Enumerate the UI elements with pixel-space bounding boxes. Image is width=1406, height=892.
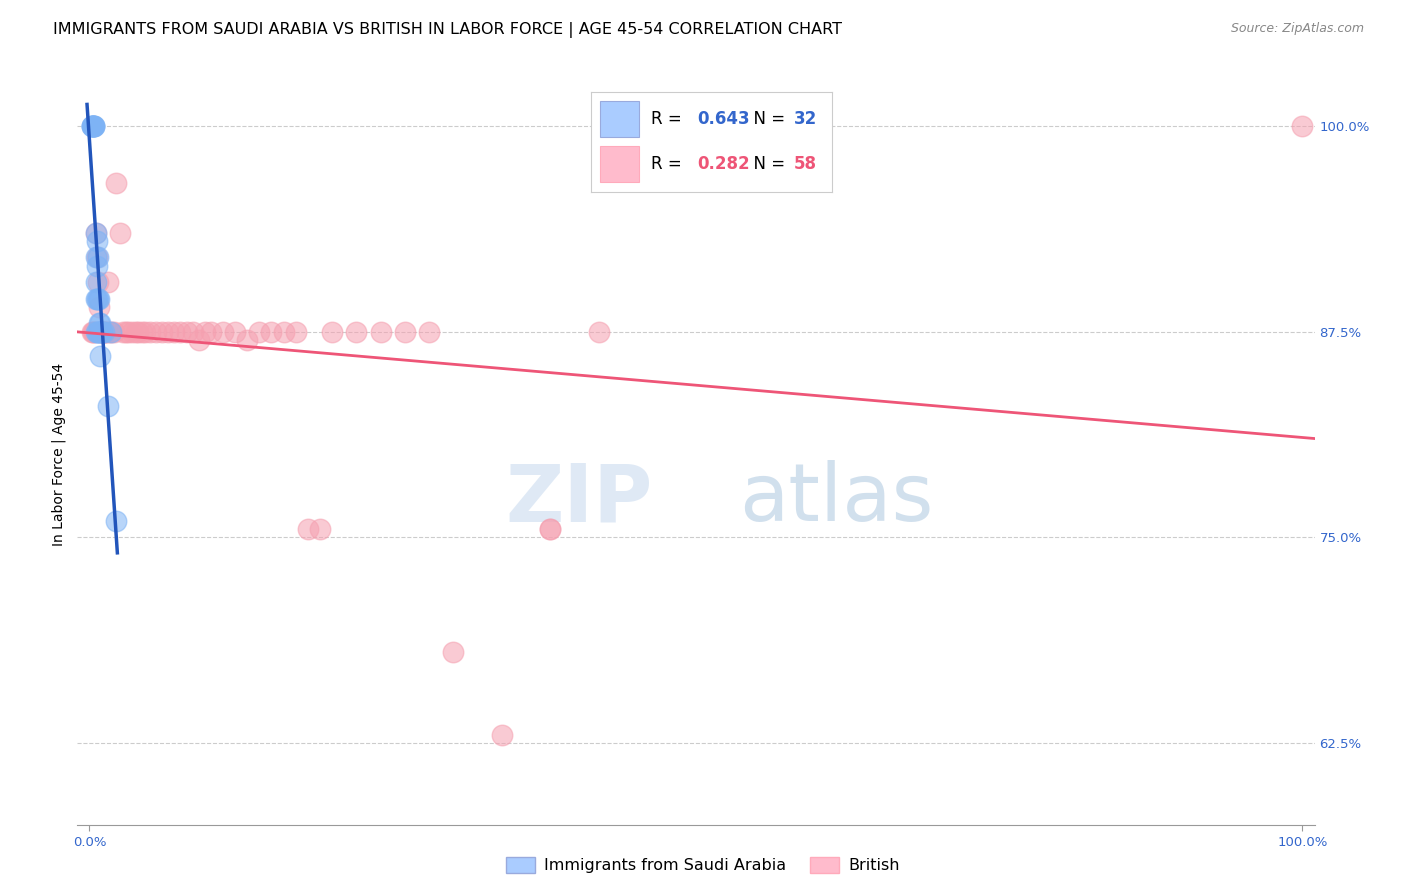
- Point: [83, 119, 105, 133]
- Point: [103, 325, 125, 339]
- Point: [297, 522, 319, 536]
- Point: [321, 325, 343, 339]
- Point: [91, 325, 114, 339]
- Point: [89, 325, 111, 339]
- Point: [150, 325, 173, 339]
- Point: [89, 325, 111, 339]
- Point: [157, 325, 180, 339]
- Point: [84, 251, 107, 265]
- Point: [89, 316, 111, 330]
- Text: IMMIGRANTS FROM SAUDI ARABIA VS BRITISH IN LABOR FORCE | AGE 45-54 CORRELATION C: IMMIGRANTS FROM SAUDI ARABIA VS BRITISH …: [53, 22, 842, 38]
- Point: [441, 645, 464, 659]
- Point: [84, 226, 107, 240]
- Point: [80, 119, 103, 133]
- Point: [538, 522, 561, 536]
- Point: [89, 325, 111, 339]
- Point: [100, 325, 122, 339]
- Point: [97, 275, 120, 289]
- Point: [588, 325, 610, 339]
- Point: [89, 292, 111, 306]
- Point: [260, 325, 283, 339]
- Point: [90, 325, 112, 339]
- Point: [87, 251, 110, 265]
- Point: [83, 325, 105, 339]
- Point: [344, 325, 367, 339]
- Point: [86, 259, 108, 273]
- Point: [491, 728, 513, 742]
- Point: [82, 119, 104, 133]
- Point: [273, 325, 295, 339]
- Point: [394, 325, 416, 339]
- Point: [83, 119, 105, 133]
- Text: ZIP: ZIP: [505, 460, 652, 539]
- Point: [93, 325, 115, 339]
- Point: [82, 325, 104, 339]
- Text: Source: ZipAtlas.com: Source: ZipAtlas.com: [1230, 22, 1364, 36]
- Point: [131, 325, 153, 339]
- Point: [87, 292, 110, 306]
- Point: [124, 325, 146, 339]
- Y-axis label: In Labor Force | Age 45-54: In Labor Force | Age 45-54: [52, 363, 66, 547]
- Point: [87, 275, 110, 289]
- Point: [82, 119, 104, 133]
- Text: atlas: atlas: [740, 460, 934, 539]
- Point: [418, 325, 440, 339]
- Point: [163, 325, 186, 339]
- Point: [127, 325, 149, 339]
- Point: [94, 325, 117, 339]
- Point: [145, 325, 167, 339]
- Point: [83, 119, 105, 133]
- Point: [89, 349, 111, 363]
- Point: [176, 325, 198, 339]
- Point: [100, 325, 122, 339]
- Point: [112, 325, 135, 339]
- Point: [97, 325, 120, 339]
- Point: [134, 325, 156, 339]
- Point: [187, 333, 209, 347]
- Point: [224, 325, 246, 339]
- Point: [87, 325, 110, 339]
- Point: [80, 325, 103, 339]
- Point: [84, 275, 107, 289]
- Point: [89, 300, 111, 314]
- Point: [1291, 119, 1313, 133]
- Point: [80, 119, 103, 133]
- Point: [105, 177, 128, 191]
- Point: [93, 325, 115, 339]
- Point: [538, 522, 561, 536]
- Point: [84, 292, 107, 306]
- Point: [86, 234, 108, 248]
- Point: [284, 325, 307, 339]
- Point: [86, 325, 108, 339]
- Point: [90, 325, 112, 339]
- Point: [96, 325, 118, 339]
- Point: [247, 325, 270, 339]
- Point: [80, 119, 103, 133]
- Point: [117, 325, 139, 339]
- Point: [86, 292, 108, 306]
- Point: [169, 325, 191, 339]
- Point: [84, 226, 107, 240]
- Point: [200, 325, 222, 339]
- Point: [108, 226, 131, 240]
- Point: [309, 522, 332, 536]
- Point: [97, 399, 120, 413]
- Point: [181, 325, 204, 339]
- Point: [105, 514, 128, 528]
- Point: [90, 325, 112, 339]
- Point: [194, 325, 217, 339]
- Point: [84, 325, 107, 339]
- Point: [115, 325, 138, 339]
- Point: [86, 251, 108, 265]
- Point: [236, 333, 259, 347]
- Point: [370, 325, 392, 339]
- Point: [212, 325, 235, 339]
- Point: [139, 325, 162, 339]
- Legend: Immigrants from Saudi Arabia, British: Immigrants from Saudi Arabia, British: [499, 850, 907, 880]
- Point: [121, 325, 143, 339]
- Point: [89, 316, 111, 330]
